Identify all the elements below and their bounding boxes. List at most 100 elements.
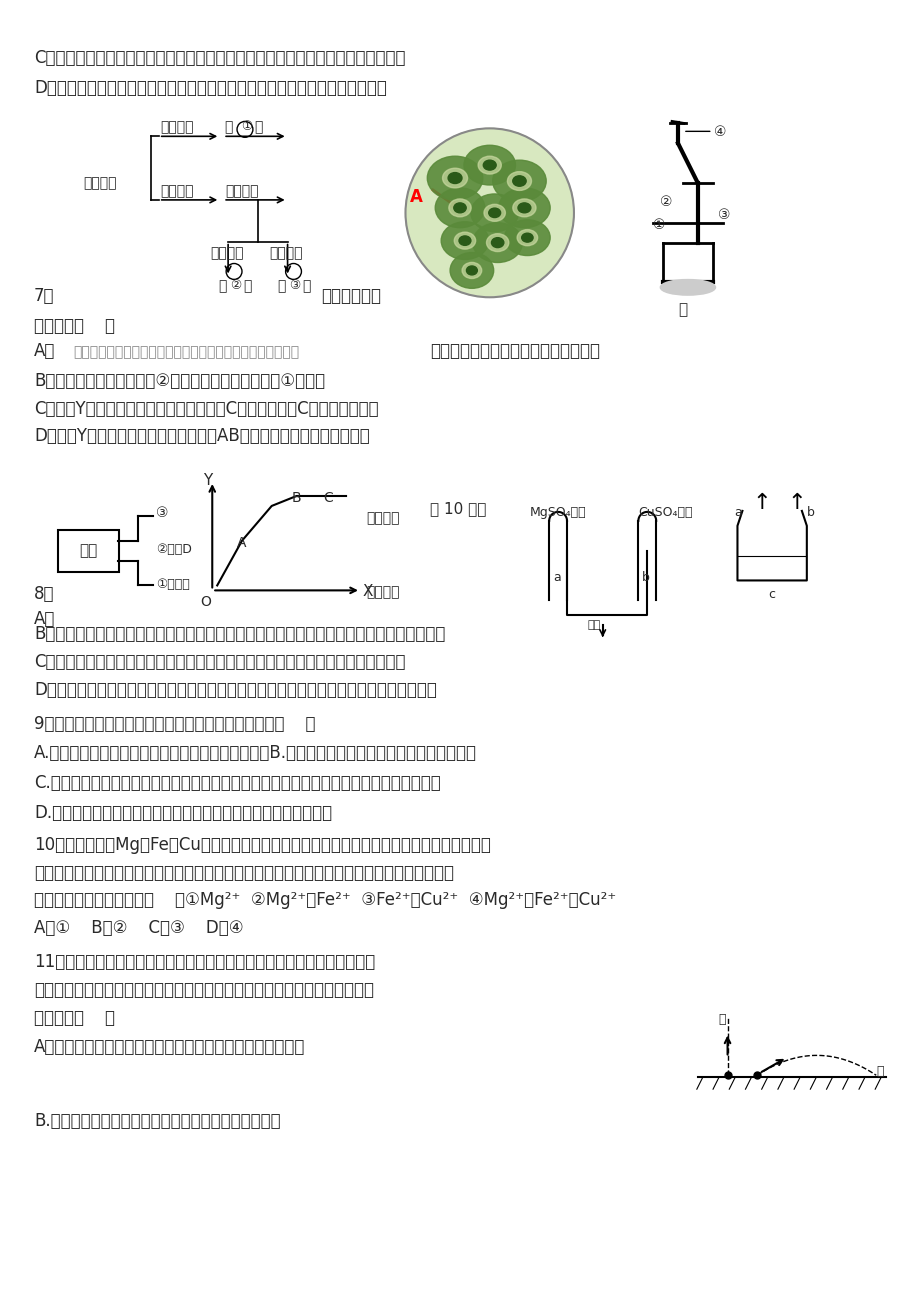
Text: A．甲图中小球到达的水平高度等于乙图中小球的水平高度。: A．甲图中小球到达的水平高度等于乙图中小球的水平高度。 (34, 1039, 305, 1057)
Text: ②: ② (660, 195, 672, 209)
Ellipse shape (453, 203, 466, 213)
Ellipse shape (426, 156, 482, 200)
Text: 移动装片: 移动装片 (84, 176, 117, 190)
Text: 正确的是（    ）: 正确的是（ ） (34, 317, 115, 335)
Text: 7．: 7． (34, 287, 54, 306)
Ellipse shape (461, 263, 482, 278)
Ellipse shape (472, 222, 522, 263)
Text: D．若在视野中看到草履虫逆时针游动，则玻片上草履虫实际游动方向为顺时针: D．若在视野中看到草履虫逆时针游动，则玻片上草履虫实际游动方向为顺时针 (34, 79, 386, 96)
Text: 10．小柯为比较Mg、Fe、Cu三种金属的活动性顺序，进行了如上图甲所示的实验，实验后把两: 10．小柯为比较Mg、Fe、Cu三种金属的活动性顺序，进行了如上图甲所示的实验，… (34, 836, 490, 854)
Text: C．小麦叶片的上、下表皮都分布有气孔，且上表皮气孔较多，有利于增强蒸腾作用: C．小麦叶片的上、下表皮都分布有气孔，且上表皮气孔较多，有利于增强蒸腾作用 (34, 653, 405, 671)
Ellipse shape (478, 156, 501, 174)
Text: 小麦结构: 小麦结构 (366, 511, 399, 525)
Text: 的是静脉血，且有防止血液倒流的瓣膜: 的是静脉血，且有防止血液倒流的瓣膜 (430, 342, 599, 360)
Ellipse shape (442, 168, 467, 188)
Text: D.寒来暑往是由地球公转引起的，日出日落是由地球自转引起的。: D.寒来暑往是由地球公转引起的，日出日落是由地球自转引起的。 (34, 803, 332, 822)
Text: A: A (409, 188, 422, 205)
Ellipse shape (459, 235, 471, 246)
Text: 的，下列叙述: 的，下列叙述 (321, 287, 380, 306)
Text: C．制作洋葱表皮细胞装片、人血涂片时，为使观察效果更好，都需要进行染色步骤: C．制作洋葱表皮细胞装片、人血涂片时，为使观察效果更好，都需要进行染色步骤 (34, 49, 405, 66)
Ellipse shape (435, 188, 484, 228)
Text: 上: 上 (302, 280, 311, 294)
Ellipse shape (491, 238, 504, 247)
Ellipse shape (517, 203, 530, 213)
Circle shape (405, 129, 573, 298)
Ellipse shape (488, 208, 500, 217)
Text: 污物移动: 污物移动 (210, 247, 244, 260)
Text: 竖直上抛，乙图是以一定的角度斜抛小球。忽略运动过程中所受的空气阻力。: 竖直上抛，乙图是以一定的角度斜抛小球。忽略运动过程中所受的空气阻力。 (34, 982, 373, 998)
Text: ①: ① (241, 121, 252, 134)
Text: ③: ③ (155, 506, 168, 520)
Text: 在: 在 (224, 121, 233, 134)
Text: CuSO₄溶液: CuSO₄溶液 (638, 506, 692, 519)
Text: C．如果Y表示血液中二氧化碳的浓度，若C表示心脏，则C一定不是左心房: C．如果Y表示血液中二氧化碳的浓度，若C表示心脏，则C一定不是左心房 (34, 399, 378, 417)
Text: B.甲图中小球到达地面时的速度大于乙图中小球的速度: B.甲图中小球到达地面时的速度大于乙图中小球的速度 (34, 1112, 280, 1130)
Text: MgSO₄溶液: MgSO₄溶液 (528, 506, 585, 519)
Text: ②植根D: ②植根D (155, 542, 191, 555)
Ellipse shape (521, 233, 532, 242)
Text: 甲: 甲 (677, 302, 686, 317)
Ellipse shape (507, 172, 531, 190)
Text: A.侧面看，银河系的主体像一个中间凸起的大透镜。B.石灰岩溶洞的形成不能作为地壳变动证据。: A.侧面看，银河系的主体像一个中间凸起的大透镜。B.石灰岩溶洞的形成不能作为地壳… (34, 745, 476, 762)
Ellipse shape (504, 220, 550, 256)
Text: ③: ③ (717, 208, 730, 222)
Text: 吸收面积: 吸收面积 (366, 585, 399, 599)
Ellipse shape (454, 233, 475, 250)
Text: a: a (733, 506, 742, 519)
Ellipse shape (441, 222, 488, 260)
Text: B: B (291, 491, 301, 504)
Text: 在: 在 (218, 280, 226, 294)
Text: C: C (323, 491, 333, 504)
Text: ④: ④ (713, 125, 725, 139)
Text: b: b (806, 506, 814, 519)
Ellipse shape (660, 280, 714, 295)
Ellipse shape (449, 252, 494, 289)
Text: A．: A． (34, 610, 55, 628)
Ellipse shape (471, 194, 518, 231)
Text: X: X (362, 585, 373, 599)
Ellipse shape (498, 188, 550, 228)
Text: B．小麦茎内的导管上、下细胞间的细胞壁已经消失，形成中空的官道，用以运输水和无机盐: B．小麦茎内的导管上、下细胞间的细胞壁已经消失，形成中空的官道，用以运输水和无机… (34, 625, 445, 644)
Text: A．: A． (34, 342, 55, 360)
Text: ↑: ↑ (786, 493, 805, 514)
Ellipse shape (483, 204, 505, 221)
Text: 上: 上 (243, 280, 251, 294)
Text: a: a (552, 571, 561, 584)
Ellipse shape (516, 230, 537, 246)
Text: Y: Y (202, 473, 211, 488)
Ellipse shape (486, 234, 508, 252)
Text: 乙: 乙 (875, 1065, 883, 1078)
Text: 在: 在 (278, 280, 286, 294)
Text: A．①    B．②    C．③    D．④: A．① B．② C．③ D．④ (34, 919, 244, 937)
Text: 甲: 甲 (718, 1013, 726, 1026)
Text: 污物不动: 污物不动 (269, 247, 303, 260)
Text: 8．: 8． (34, 585, 54, 603)
Text: 上: 上 (254, 121, 262, 134)
Text: ①: ① (652, 218, 665, 231)
Ellipse shape (482, 160, 495, 170)
Ellipse shape (448, 199, 471, 217)
Text: b: b (641, 571, 650, 584)
Text: 11．某同学将同一小球以相同大小的速度按如图两种方法抛掷小球。甲图是: 11．某同学将同一小球以相同大小的速度按如图两种方法抛掷小球。甲图是 (34, 953, 375, 971)
Text: B．若受伤后鲜红的血液从②处喷涌而出，应马上按压①处止血: B．若受伤后鲜红的血液从②处喷涌而出，应马上按压①处止血 (34, 372, 324, 390)
Text: 转动目镜: 转动目镜 (225, 185, 258, 198)
Ellipse shape (493, 160, 546, 202)
Text: ③: ③ (289, 280, 301, 292)
Text: ②: ② (230, 280, 241, 292)
Text: 正确的是（    ）: 正确的是（ ） (34, 1009, 115, 1027)
Text: 第 10 题图: 第 10 题图 (430, 500, 486, 516)
Text: D．小麦的花没有艳丽的色彩，花粉多而轻盈，柱头有分叉和黏液，易接受风力带来的花粉: D．小麦的花没有艳丽的色彩，花粉多而轻盈，柱头有分叉和黏液，易接受风力带来的花粉 (34, 681, 437, 699)
Ellipse shape (448, 173, 461, 183)
Text: 中含有的金属离子一定有（    ）①Mg²⁺  ②Mg²⁺和Fe²⁺  ③Fe²⁺和Cu²⁺  ④Mg²⁺、Fe²⁺和Cu²⁺: 中含有的金属离子一定有（ ）①Mg²⁺ ②Mg²⁺和Fe²⁺ ③Fe²⁺和Cu²… (34, 892, 616, 910)
Text: ①运生才: ①运生才 (155, 578, 189, 592)
Text: A: A (237, 536, 246, 550)
Text: 污物不动: 污物不动 (161, 185, 194, 198)
Ellipse shape (466, 266, 477, 274)
Text: 试管中的物质倒入烧杯中（如图乙）发现烧杯内的红色固体明显增多，充分反应后过滤。则滤液: 试管中的物质倒入烧杯中（如图乙）发现烧杯内的红色固体明显增多，充分反应后过滤。则… (34, 863, 453, 881)
Text: C.当木、地、日三者在一条直线时，地球上的观察者可能会看到一个黑点从太阳前面通过。: C.当木、地、日三者在一条直线时，地球上的观察者可能会看到一个黑点从太阳前面通过… (34, 775, 440, 792)
Text: ↑: ↑ (752, 493, 770, 514)
Ellipse shape (512, 176, 526, 186)
Text: 9．我们的宇宙蕴藏着无穷的奥秘。下列说法错误的是（    ）: 9．我们的宇宙蕴藏着无穷的奥秘。下列说法错误的是（ ） (34, 715, 315, 733)
Text: 铁粉: 铁粉 (586, 620, 600, 630)
FancyBboxPatch shape (58, 530, 119, 572)
